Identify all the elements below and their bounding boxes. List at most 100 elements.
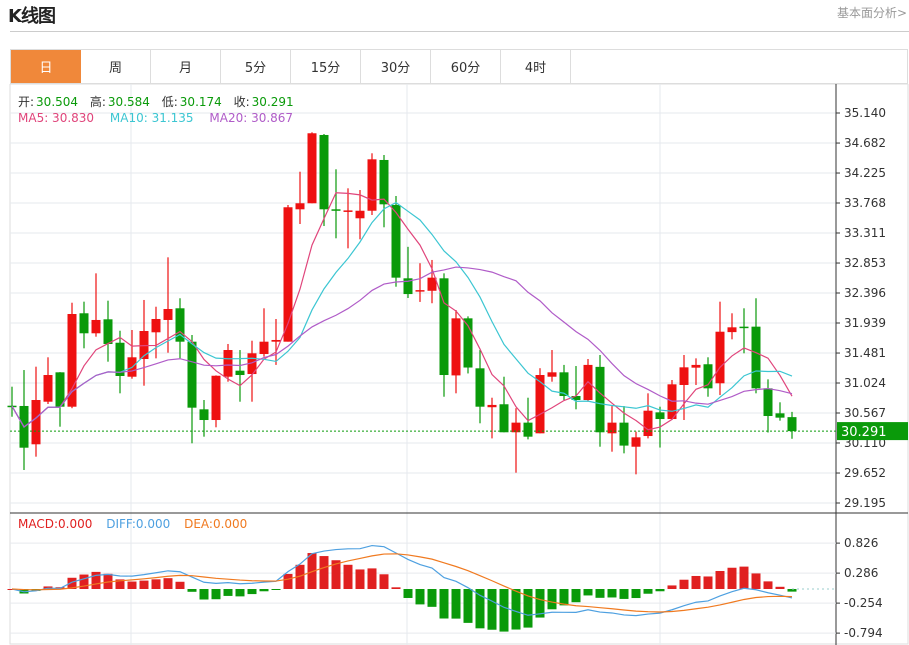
candle-body — [763, 388, 773, 417]
candle-body — [283, 207, 293, 342]
candle-body — [511, 422, 521, 433]
candle-body — [331, 209, 341, 211]
ma5-value: MA5: 30.830 — [18, 111, 95, 125]
period-tabs: 日 周 月 5分 15分 30分 60分 4时 — [10, 49, 908, 84]
tab-week[interactable]: 周 — [81, 50, 151, 83]
macd-bar — [463, 589, 473, 623]
candle-body — [163, 309, 173, 320]
macd-bar — [475, 589, 485, 629]
macd-bar — [79, 574, 89, 589]
candle-body — [259, 341, 269, 355]
candle-body — [535, 375, 545, 434]
last-price-badge — [837, 422, 908, 441]
ma5-line — [11, 192, 793, 431]
candle-body — [595, 366, 605, 433]
macd-bar — [379, 574, 389, 589]
close-value: 30.291 — [251, 95, 294, 109]
candle-body — [175, 308, 185, 342]
candle-body — [715, 331, 725, 384]
macd-bar — [139, 580, 149, 589]
page-title: K线图 — [8, 6, 56, 27]
macd-bar — [355, 569, 365, 589]
candle-body — [787, 417, 797, 432]
candle-body — [67, 314, 77, 407]
kline-chart[interactable]: 35.140 34.682 34.225 33.768 33.311 32.853 32.3… — [0, 84, 909, 645]
candle-body — [475, 368, 485, 407]
macd-bar — [163, 578, 173, 589]
price-tick-label: 33.311 — [844, 226, 886, 240]
low-value: 30.174 — [179, 95, 222, 109]
macd-bar — [151, 579, 161, 589]
ohlc-legend: 开: 30.504 高: 30.584 低: 30.174 收: 30.291 — [18, 93, 296, 110]
macd-bar — [679, 579, 689, 589]
macd-bar — [91, 571, 101, 589]
dea-value: DEA:0.000 — [184, 517, 248, 531]
candle-body — [463, 318, 473, 368]
macd-bar — [703, 576, 713, 589]
candle-body — [655, 412, 665, 420]
tab-day[interactable]: 日 — [11, 50, 81, 83]
candle-body — [631, 437, 641, 447]
close-label: 收: — [233, 95, 250, 109]
candle-body — [643, 410, 653, 437]
candle-body — [427, 277, 437, 291]
macd-bar — [415, 589, 425, 605]
tab-5min[interactable]: 5分 — [221, 50, 291, 83]
macd-bar — [631, 589, 641, 599]
candle-body — [451, 318, 461, 376]
price-tick-label: 32.853 — [844, 256, 886, 270]
candle-body — [319, 134, 329, 210]
price-tick-label: 31.939 — [844, 316, 886, 330]
tab-month[interactable]: 月 — [151, 50, 221, 83]
candle-body — [91, 319, 101, 334]
candle-body — [703, 364, 713, 389]
candle-body — [751, 326, 761, 389]
macd-legend: MACD:0.000 DIFF:0.000 DEA:0.000 — [18, 517, 249, 531]
macd-bar — [643, 589, 653, 594]
price-tick-label: 34.225 — [844, 166, 886, 180]
macd-bar — [691, 575, 701, 589]
dea-line — [11, 553, 793, 613]
tab-60min[interactable]: 60分 — [431, 50, 501, 83]
high-label: 高: — [89, 95, 106, 109]
candle-body — [499, 404, 509, 433]
tab-4hour[interactable]: 4时 — [501, 50, 571, 83]
macd-tick-label: -0.254 — [844, 596, 883, 610]
candle-body — [403, 278, 413, 295]
price-tick-label: 30.567 — [844, 406, 886, 420]
macd-bar — [295, 564, 305, 589]
macd-bar — [439, 589, 449, 619]
last-price-label: 30.291 — [841, 425, 887, 440]
macd-bar — [223, 589, 233, 596]
tab-15min[interactable]: 15分 — [291, 50, 361, 83]
candle-body — [43, 375, 53, 402]
candle-body — [307, 133, 317, 204]
candle-body — [103, 319, 113, 344]
open-value: 30.504 — [36, 95, 79, 109]
macd-bar — [559, 589, 569, 606]
macd-bar — [727, 567, 737, 589]
macd-bar — [499, 589, 509, 632]
candle-body — [187, 341, 197, 408]
macd-bar — [607, 589, 617, 598]
candle-body — [523, 422, 533, 437]
candle-body — [571, 396, 581, 401]
macd-bar — [199, 589, 209, 600]
macd-bar — [211, 589, 221, 600]
macd-tick-label: 0.826 — [844, 536, 878, 550]
price-tick-label: 31.024 — [844, 376, 886, 390]
candle-body — [487, 404, 497, 408]
tab-30min[interactable]: 30分 — [361, 50, 431, 83]
candle-body — [547, 372, 557, 377]
macd-bar — [715, 570, 725, 589]
candle-body — [79, 313, 89, 334]
candle-body — [151, 318, 161, 333]
fundamental-analysis-link[interactable]: 基本面分析> — [836, 6, 907, 20]
macd-bar — [523, 589, 533, 628]
price-tick-label: 32.396 — [844, 286, 886, 300]
candle-body — [775, 413, 785, 418]
macd-bar — [271, 589, 281, 590]
macd-bar — [343, 564, 353, 589]
candle-body — [139, 330, 149, 360]
macd-bar — [115, 579, 125, 589]
